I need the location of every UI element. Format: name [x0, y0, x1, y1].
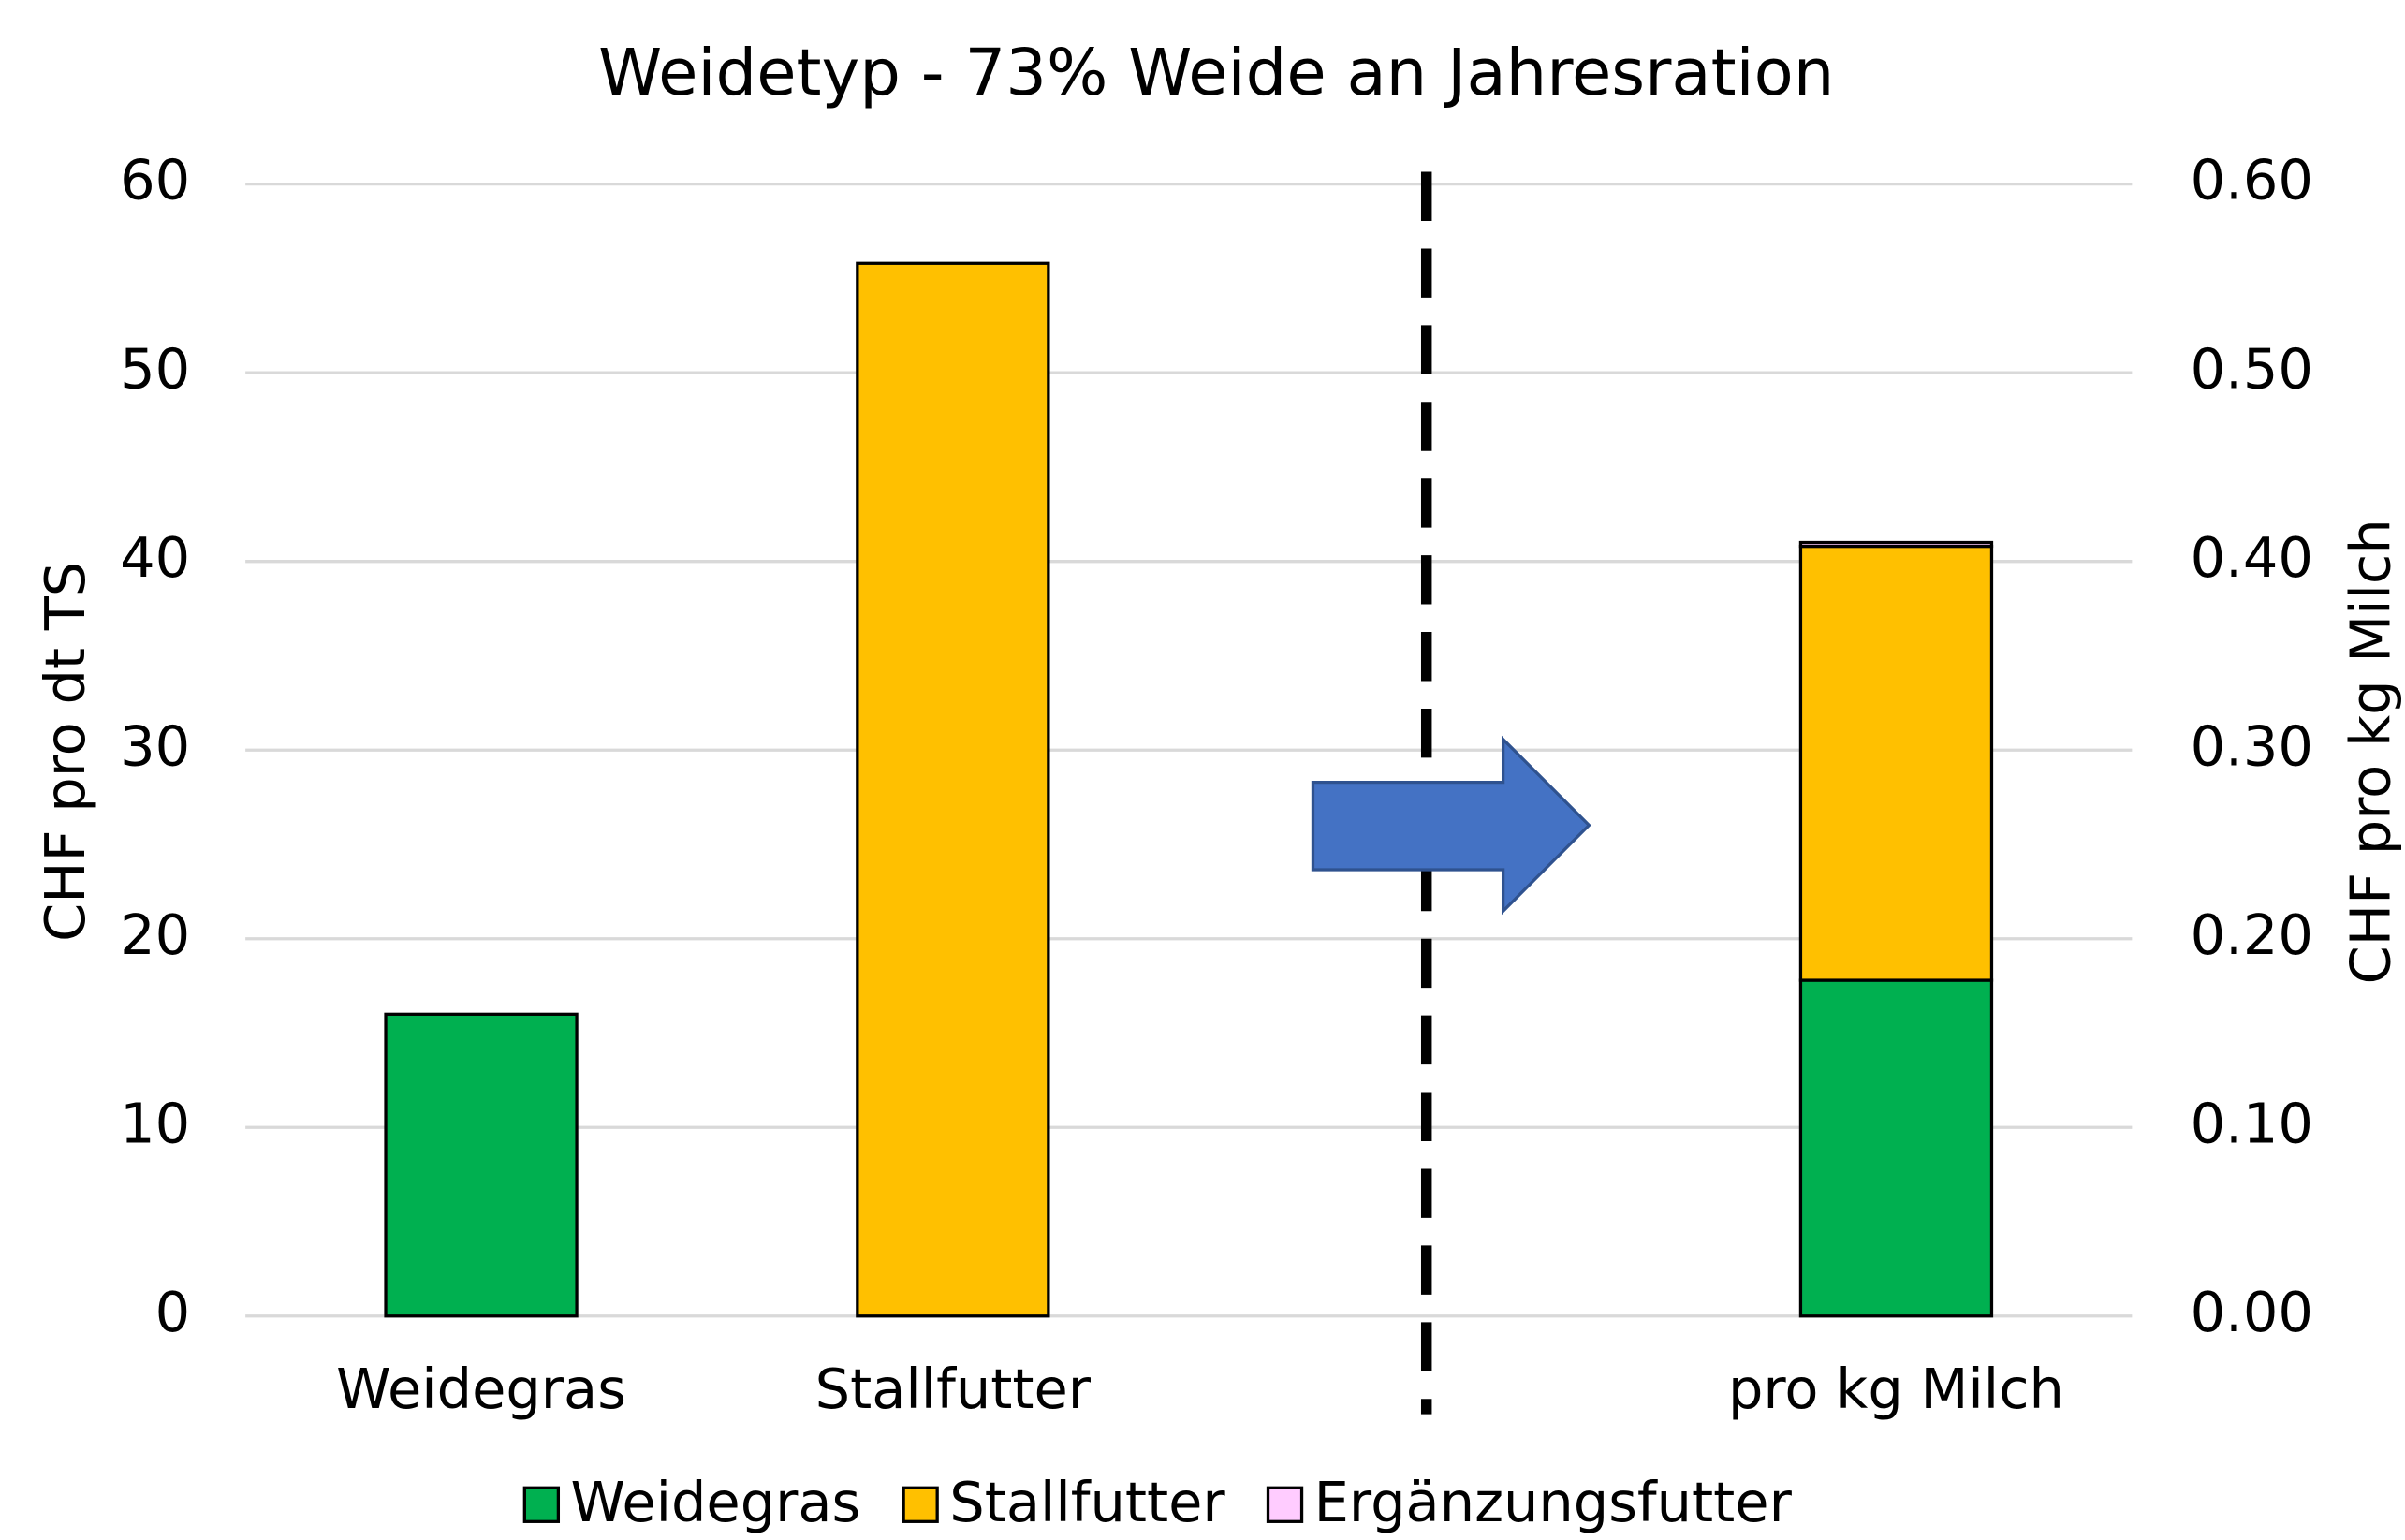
arrow — [1311, 735, 1591, 916]
bar — [1798, 978, 1994, 1318]
y-tick-label: 30 — [120, 713, 190, 778]
y-tick-label: 60 — [120, 148, 190, 213]
y2-axis-title: CHF pro kg Milch — [2338, 519, 2402, 984]
bar — [856, 261, 1050, 1318]
y-tick-label: 0 — [155, 1280, 191, 1344]
legend-swatch — [522, 1486, 561, 1523]
y2-tick-label: 0.30 — [2191, 713, 2313, 778]
bar — [1798, 540, 1994, 549]
y-tick-label: 10 — [120, 1091, 190, 1155]
legend-swatch — [1266, 1486, 1304, 1523]
y-tick-label: 50 — [120, 336, 190, 401]
y2-tick-label: 0.20 — [2191, 902, 2313, 967]
y-axis-title: CHF pro dt TS — [33, 562, 97, 942]
legend-label: Ergänzungsfutter — [1314, 1470, 1793, 1534]
legend-swatch — [902, 1486, 939, 1523]
legend: Weidegras Stallfutter Ergänzungsfutter — [522, 1470, 1793, 1534]
y2-tick-label: 0.50 — [2191, 336, 2313, 401]
y2-tick-label: 0.60 — [2191, 148, 2313, 213]
x-tick-label: Stallfutter — [815, 1357, 1092, 1421]
y-tick-label: 40 — [120, 525, 190, 590]
y-tick-label: 20 — [120, 902, 190, 967]
bar — [1798, 544, 1994, 982]
y2-tick-label: 0.10 — [2191, 1091, 2313, 1155]
bar — [384, 1012, 579, 1318]
y2-tick-label: 0.40 — [2191, 525, 2313, 590]
marks — [384, 261, 1994, 1318]
x-tick-label: pro kg Milch — [1728, 1357, 2064, 1421]
legend-label: Stallfutter — [949, 1470, 1225, 1534]
legend-label: Weidegras — [570, 1470, 860, 1534]
chart-title: Weidetyp - 73% Weide an Jahresration — [598, 36, 1834, 110]
y2-tick-label: 0.00 — [2191, 1280, 2313, 1344]
x-tick-label: Weidegras — [336, 1357, 626, 1421]
